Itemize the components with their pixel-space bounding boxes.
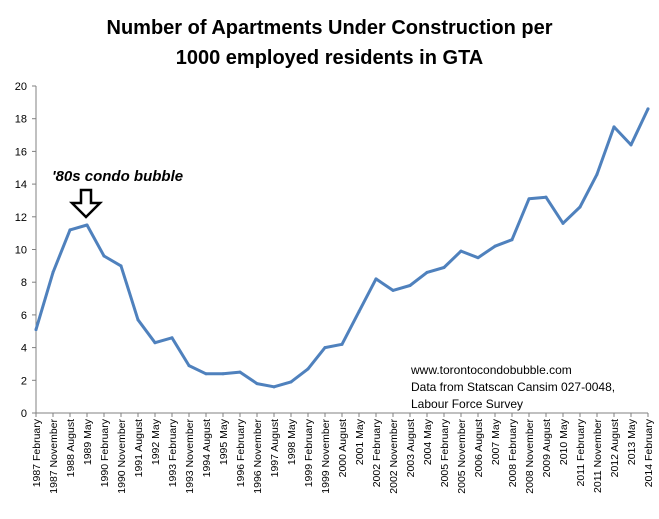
- x-tick-label: 1990 November: [116, 419, 128, 494]
- x-tick-label: 1996 February: [235, 418, 247, 487]
- x-tick-label: 2008 November: [524, 419, 536, 494]
- y-tick-label: 12: [15, 212, 27, 224]
- x-tick-label: 1997 August: [269, 419, 281, 477]
- series-group: [34, 107, 650, 389]
- y-tick-label: 10: [15, 245, 27, 257]
- data-point: [221, 372, 225, 376]
- data-point: [357, 310, 361, 314]
- x-tick-label: 2005 February: [439, 418, 451, 487]
- x-tick-label: 2010 May: [558, 418, 570, 465]
- x-tick-label: 1999 November: [320, 419, 332, 494]
- annotation-source-url: www.torontocondobubble.com: [410, 363, 572, 377]
- x-tick-label: 1989 May: [82, 418, 94, 465]
- data-point: [323, 346, 327, 350]
- y-axis: 0 2 4 6 8 10 12 14 16 18 20: [15, 81, 37, 420]
- data-point: [119, 264, 123, 268]
- x-tick-label: 2008 February: [507, 418, 519, 487]
- x-tick-label: 1995 May: [218, 418, 230, 465]
- data-point: [595, 172, 599, 176]
- x-tick-label: 2002 November: [388, 419, 400, 494]
- data-point: [136, 318, 140, 322]
- data-point: [272, 385, 276, 389]
- x-tick-label: 1993 February: [167, 418, 179, 487]
- data-point: [51, 270, 55, 274]
- x-tick-label: 1994 August: [201, 419, 213, 477]
- down-arrow-icon: [68, 188, 104, 219]
- data-point: [102, 254, 106, 258]
- data-point: [476, 256, 480, 260]
- x-tick-label: 1992 May: [150, 418, 162, 465]
- data-point: [255, 382, 259, 386]
- y-tick-label: 16: [15, 146, 27, 158]
- x-tick-label: 1996 November: [252, 419, 264, 494]
- y-tick-label: 20: [15, 81, 27, 93]
- data-point: [425, 270, 429, 274]
- x-tick-label: 2014 February: [643, 418, 655, 487]
- y-tick-label: 8: [21, 277, 27, 289]
- x-tick-label: 2002 February: [371, 418, 383, 487]
- y-tick-label: 18: [15, 114, 27, 126]
- data-point: [408, 283, 412, 287]
- data-point: [527, 197, 531, 201]
- chart-title-line-1: Number of Apartments Under Construction …: [106, 17, 553, 39]
- data-point: [629, 143, 633, 147]
- data-point: [153, 341, 157, 345]
- y-tick-label: 14: [15, 179, 27, 191]
- x-tick-label: 1998 May: [286, 418, 298, 465]
- data-point: [289, 380, 293, 384]
- data-point: [493, 244, 497, 248]
- x-tick-label: 2000 August: [337, 419, 349, 477]
- y-tick-label: 4: [21, 343, 27, 355]
- annotation-source-data: Data from Statscan Cansim 027-0048,: [411, 380, 615, 394]
- x-tick-label: 2013 May: [626, 418, 638, 465]
- data-point: [170, 336, 174, 340]
- x-tick-label: 2006 August: [473, 419, 485, 477]
- data-point: [646, 107, 650, 111]
- data-point: [340, 342, 344, 346]
- data-point: [442, 265, 446, 269]
- data-point: [391, 288, 395, 292]
- data-point: [204, 372, 208, 376]
- annotations: '80s condo bubble www.torontocondobubble…: [52, 168, 615, 411]
- x-tick-label: 2011 November: [592, 419, 604, 493]
- data-point: [544, 195, 548, 199]
- x-tick-label: 2005 November: [456, 419, 468, 494]
- x-tick-label: 1990 February: [99, 418, 111, 487]
- x-tick-label: 2011 February: [575, 418, 587, 486]
- data-point: [306, 367, 310, 371]
- data-point: [187, 364, 191, 368]
- x-tick-label: 1993 November: [184, 419, 196, 494]
- chart-title-line-2: 1000 employed residents in GTA: [175, 47, 484, 69]
- x-tick-label: 2009 August: [541, 419, 553, 477]
- y-tick-label: 2: [21, 375, 27, 387]
- annotation-source-survey: Labour Force Survey: [411, 397, 523, 411]
- x-axis: 1987 February 1987 November 1988 August 198…: [31, 412, 655, 494]
- x-tick-label: 1987 February: [31, 418, 43, 487]
- data-point: [612, 125, 616, 129]
- data-point: [578, 205, 582, 209]
- data-point: [34, 328, 38, 332]
- data-point: [459, 249, 463, 253]
- x-tick-label: 2001 May: [354, 418, 366, 465]
- data-point: [510, 238, 514, 242]
- x-tick-label: 1999 February: [303, 418, 315, 487]
- x-tick-label: 2004 May: [422, 418, 434, 465]
- data-point: [85, 223, 89, 227]
- data-point: [374, 277, 378, 281]
- y-tick-label: 6: [21, 310, 27, 322]
- x-tick-label: 1988 August: [65, 419, 77, 477]
- x-tick-label: 2007 May: [490, 418, 502, 465]
- data-point: [68, 228, 72, 232]
- x-tick-label: 1987 November: [48, 419, 60, 494]
- x-tick-label: 1991 August: [133, 419, 145, 477]
- y-tick-label: 0: [21, 408, 27, 420]
- data-point: [238, 370, 242, 374]
- x-tick-label: 2012 August: [609, 419, 621, 477]
- x-tick-label: 2003 August: [405, 419, 417, 477]
- data-point: [561, 221, 565, 225]
- annotation-condo-bubble: '80s condo bubble: [52, 168, 183, 185]
